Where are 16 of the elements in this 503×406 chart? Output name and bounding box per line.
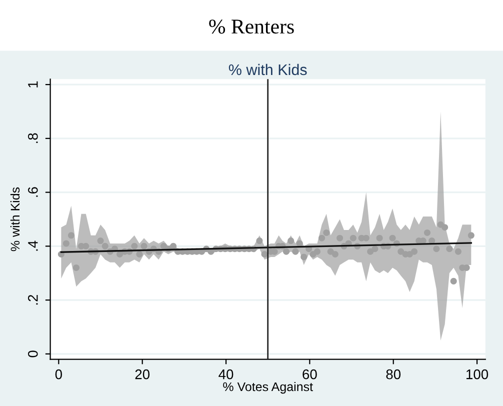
chart-title: % Renters [209, 20, 294, 34]
y-tick-label: 1 [28, 81, 38, 88]
y-tick-label: 0 [28, 350, 38, 358]
x-tick-label: 20 [135, 369, 150, 380]
y-tick-label: .4 [28, 240, 38, 251]
x-tick-label: 60 [302, 369, 317, 380]
x-tick-label: 0 [55, 369, 62, 380]
y-tick-label: .6 [28, 187, 38, 197]
x-tick-label: 40 [218, 369, 234, 380]
y-tick-label: .8 [28, 133, 38, 143]
x-tick-label: 80 [386, 369, 401, 380]
y-tick-label: .2 [28, 294, 38, 305]
chart-subtitle: % with Kids [228, 64, 307, 76]
x-tick-label: 100 [466, 369, 488, 380]
x-axis-title: % Votes Against [223, 382, 313, 394]
y-axis-title: % with Kids [10, 187, 20, 252]
